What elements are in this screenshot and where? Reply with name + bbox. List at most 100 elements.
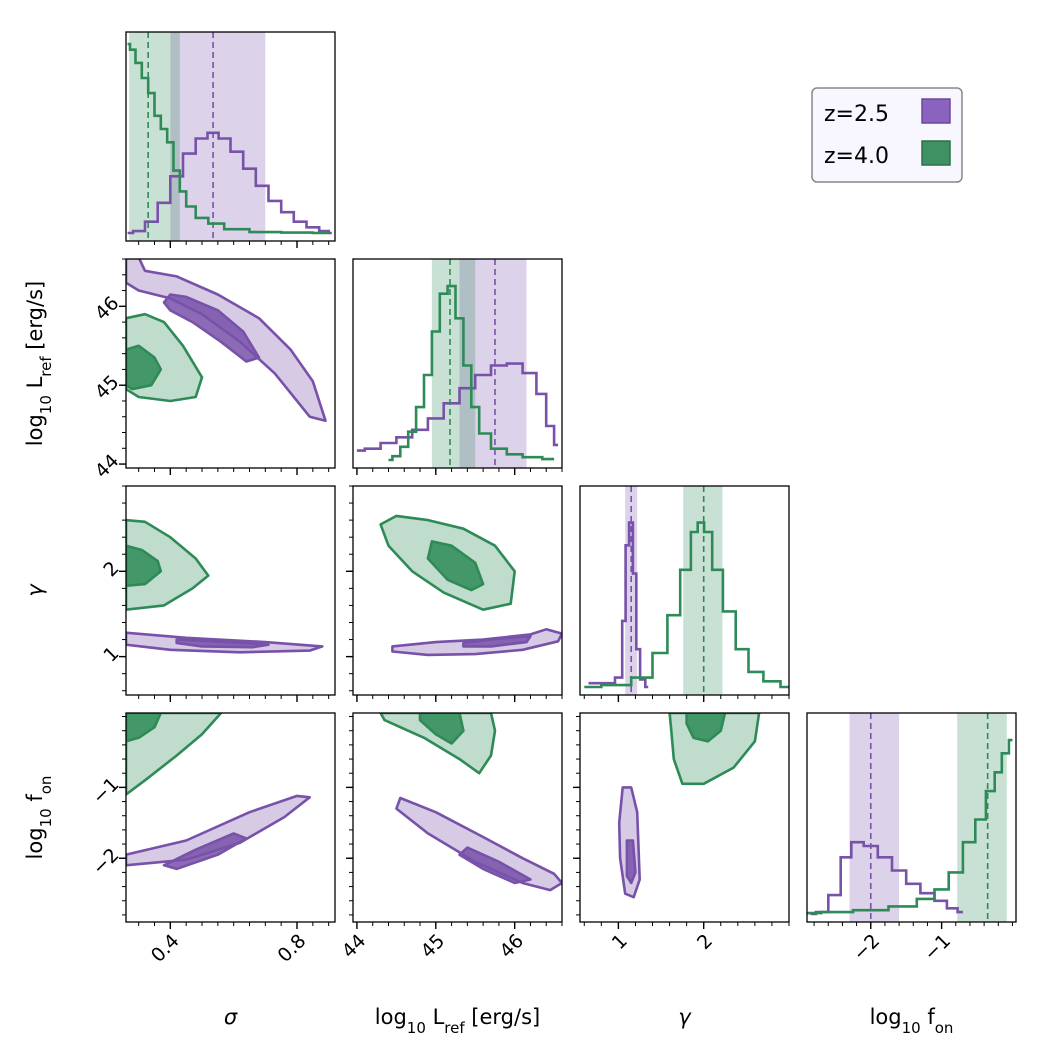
axis-label-logfon: log10 fon <box>23 776 55 860</box>
tick-label: 2 <box>99 557 123 581</box>
contour-inner-0 <box>162 832 248 871</box>
tick-label: 44 <box>91 450 124 483</box>
label-part: 10 <box>902 1019 921 1037</box>
label-part: log <box>23 827 47 859</box>
contour-outer-0 <box>395 796 562 892</box>
tick-label: −2 <box>849 930 884 965</box>
label-part: f <box>921 1005 936 1029</box>
tick-label: 46 <box>495 930 528 963</box>
contour-inner-0 <box>462 634 532 648</box>
tick-label: 45 <box>91 371 124 404</box>
axis-label-logLref: log10 Lref [erg/s] <box>375 1005 540 1037</box>
histogram-0 <box>127 131 332 235</box>
panel-frame <box>579 485 790 696</box>
contour-inner-1 <box>126 544 163 588</box>
panel-frame <box>125 31 336 242</box>
panel-0-1: 44 45 46 <box>91 258 336 483</box>
label-part: [erg/s] <box>465 1005 541 1029</box>
tick-label: −2 <box>88 844 123 879</box>
panel-content <box>379 514 562 657</box>
axis-label-gamma: γ <box>678 1005 692 1029</box>
label-part: 10 <box>407 1019 426 1037</box>
panel-0-3: 0.4 0.8 −2 −1 <box>88 712 336 967</box>
tick-label: 2 <box>693 930 717 954</box>
label-part: on <box>37 776 55 795</box>
contour-inner-0 <box>162 293 261 363</box>
panel-content <box>617 713 761 899</box>
panel-content <box>126 713 311 871</box>
panel-1-1 <box>352 258 563 475</box>
panel-1-2 <box>346 485 563 702</box>
histogram-0 <box>810 840 963 916</box>
label-part: [erg/s] <box>23 281 47 357</box>
contour-outer-1 <box>126 713 223 796</box>
tick-label: 46 <box>91 292 124 325</box>
panel-frame <box>125 258 336 469</box>
label-part: f <box>23 794 47 809</box>
panel-frame <box>579 712 790 923</box>
legend: z=2.5 z=4.0 <box>811 87 963 183</box>
label-part: 10 <box>37 395 55 414</box>
legend-swatch-z40 <box>921 140 951 166</box>
legend-label-z25: z=2.5 <box>824 102 889 127</box>
tick-label: 1 <box>99 642 123 666</box>
panel-content <box>127 32 332 241</box>
contour-inner-1 <box>418 713 465 745</box>
tick-label: 44 <box>338 930 371 963</box>
tick-label: 0.4 <box>147 930 184 967</box>
panel-content <box>126 518 324 654</box>
histogram-0 <box>356 362 559 452</box>
axis-label-logfon: log10 fon <box>870 1005 954 1037</box>
tick-label: −1 <box>920 930 955 965</box>
tick-label: 45 <box>417 930 450 963</box>
legend-label-z40: z=4.0 <box>824 144 889 169</box>
panel-frame <box>352 712 563 923</box>
histogram-1 <box>127 42 329 235</box>
credible-band-1 <box>129 32 180 241</box>
label-part: log <box>23 414 47 446</box>
tick-label: −1 <box>88 773 123 808</box>
panel-frame <box>125 712 336 923</box>
contour-inner-0 <box>625 839 637 885</box>
label-part: L <box>426 1005 445 1029</box>
panel-frame <box>352 258 563 469</box>
histogram-0 <box>588 521 649 689</box>
contour-inner-1 <box>685 713 727 743</box>
panel-3-3: −2 −1 <box>806 712 1017 965</box>
label-part: on <box>935 1019 954 1037</box>
histogram-1 <box>584 521 789 689</box>
contour-inner-0 <box>175 638 270 649</box>
contour-inner-1 <box>126 344 163 391</box>
panel-0-0 <box>125 31 336 248</box>
label-part: L <box>23 376 47 395</box>
panel-frame <box>352 485 563 696</box>
panel-2-2 <box>579 485 790 702</box>
histogram-1 <box>388 284 555 462</box>
label-part: log <box>375 1005 407 1029</box>
credible-band-1 <box>683 486 723 695</box>
label-part: ref <box>444 1019 465 1037</box>
label-part: ref <box>37 356 55 377</box>
panel-content <box>584 486 789 695</box>
panel-content <box>807 713 1013 922</box>
contour-outer-1 <box>379 713 497 775</box>
contour-inner-0 <box>458 846 532 885</box>
credible-band-1 <box>957 713 1007 922</box>
panel-content <box>126 259 327 422</box>
panel-content <box>356 259 559 468</box>
tick-label: 0.8 <box>274 930 311 967</box>
contour-inner-1 <box>426 540 485 592</box>
label-part: log <box>870 1005 902 1029</box>
axis-label-sigma: σ <box>224 1005 238 1029</box>
credible-band-1 <box>431 259 476 468</box>
histogram-1 <box>807 738 1013 915</box>
label-part: 10 <box>37 808 55 827</box>
credible-band-0 <box>849 713 900 922</box>
panel-frame <box>806 712 1017 923</box>
panel-0-2: 12 <box>99 485 336 702</box>
axis-label-gamma: γ <box>23 583 47 597</box>
